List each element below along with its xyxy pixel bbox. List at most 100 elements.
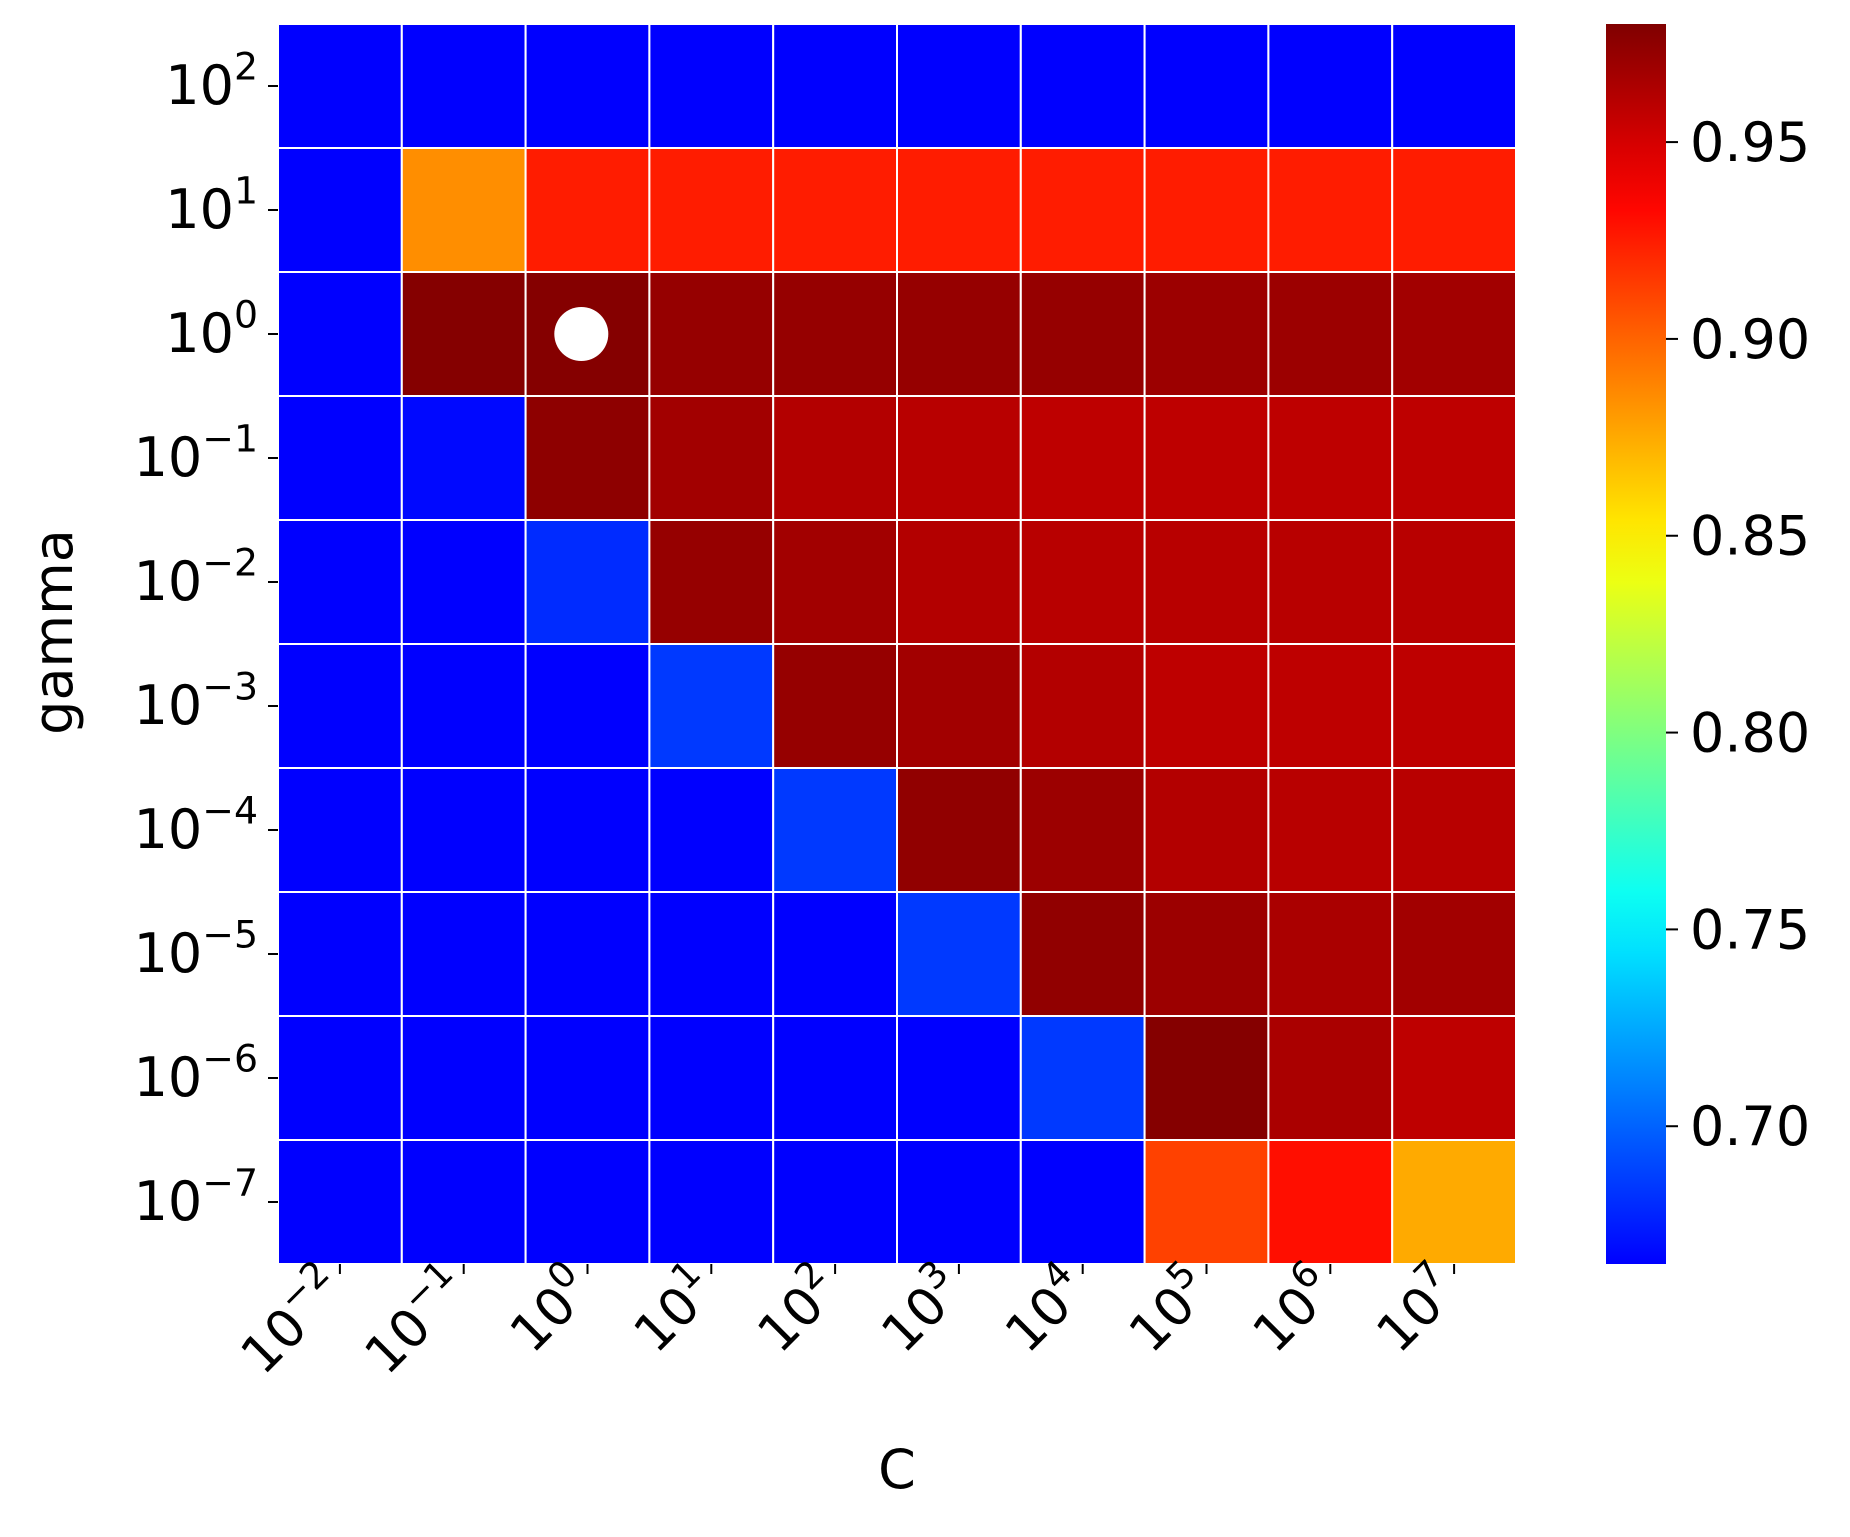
heatmap-cell — [1267, 643, 1394, 769]
heatmap-cell — [896, 23, 1022, 149]
heatmap-cell — [1391, 23, 1517, 149]
heatmap-cell — [277, 271, 403, 397]
heatmap-cell — [896, 395, 1022, 521]
heatmap-cell — [1267, 23, 1394, 149]
heatmap-cell — [1267, 271, 1394, 397]
heatmap-cell — [1391, 1015, 1517, 1141]
heatmap-cell — [648, 643, 775, 769]
heatmap-cell — [772, 519, 899, 645]
colorbar-gradient — [1606, 24, 1666, 1264]
heatmap-cell — [524, 767, 651, 893]
heatmap-cell — [896, 1015, 1022, 1141]
heatmap-cell — [400, 1015, 527, 1141]
heatmap-cell — [1143, 891, 1270, 1017]
heatmap-cell — [1391, 147, 1517, 273]
heatmap-cell — [524, 1139, 651, 1265]
heatmap-cell — [277, 1015, 403, 1141]
heatmap-cell — [400, 271, 527, 397]
heatmap-cell — [1019, 767, 1146, 893]
heatmap-cell — [1391, 271, 1517, 397]
heatmap-cell — [1391, 643, 1517, 769]
colorbar-tick-label: 0.95 — [1690, 111, 1810, 174]
heatmap-cell — [1267, 1015, 1394, 1141]
heatmap-cell — [1267, 147, 1394, 273]
heatmap-cell — [772, 891, 899, 1017]
x-axis-label: C — [878, 1438, 916, 1501]
colorbar-tick-label: 0.80 — [1690, 702, 1810, 765]
heatmap-cell — [648, 891, 775, 1017]
heatmap-cell — [896, 519, 1022, 645]
heatmap-cell — [277, 23, 403, 149]
y-tick-label: 10−1 — [134, 417, 258, 489]
heatmap-cell — [648, 1015, 775, 1141]
heatmap-cell — [1019, 1015, 1146, 1141]
heatmap-cell — [896, 271, 1022, 397]
heatmap-cell — [524, 23, 651, 149]
colorbar-tick-label: 0.75 — [1690, 898, 1810, 961]
heatmap-cell — [896, 643, 1022, 769]
heatmap-cell — [1267, 891, 1394, 1017]
heatmap-cell — [524, 395, 651, 521]
heatmap-cell — [1391, 1139, 1517, 1265]
heatmap-cell — [648, 271, 775, 397]
heatmap-cell — [1019, 23, 1146, 149]
heatmap-cell — [400, 643, 527, 769]
heatmap-cell — [277, 147, 403, 273]
heatmap-cell — [896, 147, 1022, 273]
heatmap-cell — [400, 891, 527, 1017]
heatmap-cell — [277, 519, 403, 645]
heatmap-cell — [524, 519, 651, 645]
heatmap-cell — [1019, 395, 1146, 521]
heatmap-cell — [1391, 519, 1517, 645]
x-tick-label: 10−1 — [346, 1251, 481, 1386]
heatmap-cell — [772, 395, 899, 521]
y-axis-label: gamma — [22, 529, 85, 735]
heatmap-cell — [772, 271, 899, 397]
heatmap-cell — [524, 643, 651, 769]
heatmap-cell — [772, 1015, 899, 1141]
heatmap-cell — [772, 767, 899, 893]
colorbar-tick-label: 0.70 — [1690, 1095, 1810, 1158]
heatmap-cell — [1267, 1139, 1394, 1265]
heatmap-cell — [277, 767, 403, 893]
heatmap-cell — [400, 519, 527, 645]
heatmap-cell — [1019, 271, 1146, 397]
heatmap-cell — [1019, 891, 1146, 1017]
heatmap-cell — [648, 147, 775, 273]
heatmap-cell — [277, 891, 403, 1017]
y-tick-label: 101 — [165, 169, 258, 241]
y-tick-label: 10−5 — [134, 913, 258, 985]
y-tick-label: 10−7 — [134, 1161, 258, 1233]
y-tick-label: 10−3 — [134, 665, 258, 737]
y-axis: 102 101 100 10−1 10−2 10−3 10−4 10−5 10−6 10−7 — [134, 45, 278, 1233]
heatmap-cell — [1019, 147, 1146, 273]
heatmap-cell — [1143, 23, 1270, 149]
heatmap-cell — [1143, 1015, 1270, 1141]
heatmap-cell — [772, 1139, 899, 1265]
best-params-marker — [554, 307, 609, 361]
heatmap-cell — [277, 395, 403, 521]
heatmap-cell — [1019, 1139, 1146, 1265]
heatmap-cell — [1267, 767, 1394, 893]
heatmap-cell — [648, 519, 775, 645]
heatmap-cell — [277, 1139, 403, 1265]
heatmap-cell — [648, 767, 775, 893]
y-tick-label: 10−4 — [134, 789, 258, 861]
heatmap-cell — [896, 891, 1022, 1017]
heatmap-cell — [1019, 519, 1146, 645]
heatmap-cell — [1143, 147, 1270, 273]
heatmap-cell — [1019, 643, 1146, 769]
heatmap-cell — [524, 891, 651, 1017]
heatmap-cell — [1143, 519, 1270, 645]
heatmap-cell — [524, 147, 651, 273]
heatmap-cell — [1143, 1139, 1270, 1265]
best-params-marker-layer — [554, 307, 609, 361]
heatmap-cell — [772, 643, 899, 769]
colorbar-ticks: 0.70 0.75 0.80 0.85 0.90 0.95 — [1666, 111, 1810, 1158]
heatmap-cell — [648, 395, 775, 521]
heatmap-cells — [277, 23, 1517, 1265]
heatmap-cell — [772, 23, 899, 149]
heatmap-cell — [648, 23, 775, 149]
heatmap-cell — [1143, 643, 1270, 769]
